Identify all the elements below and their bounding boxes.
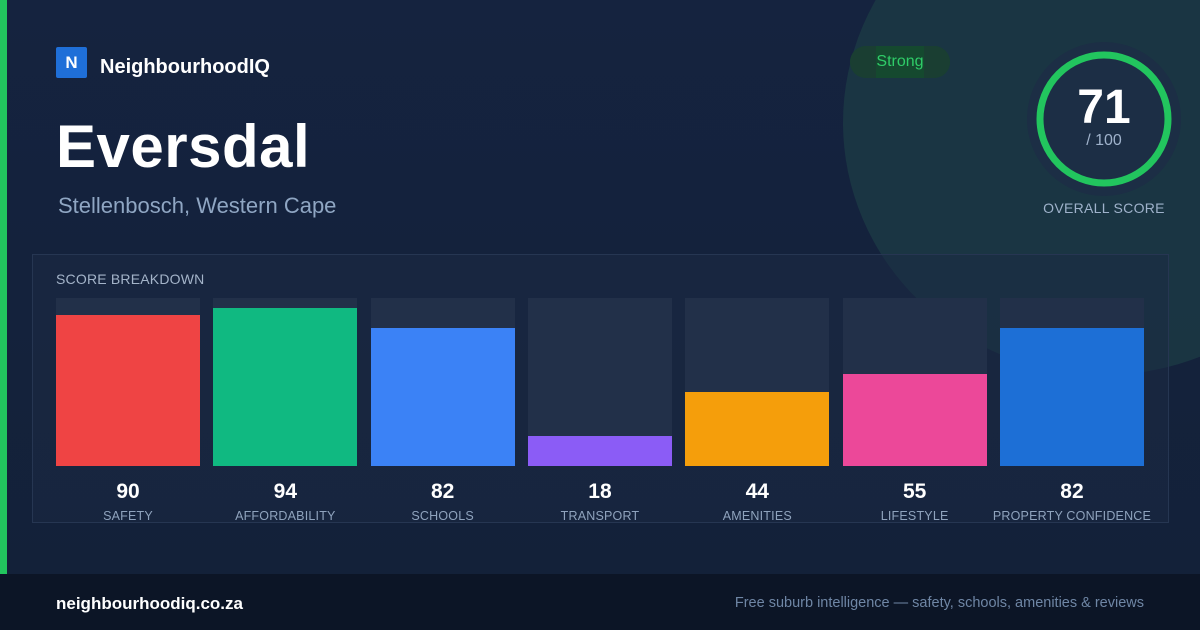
bar-label: AMENITIES [722, 509, 792, 523]
suburb-title: Eversdal [56, 113, 311, 180]
accent-strip [0, 0, 7, 574]
bar-fill [370, 328, 515, 466]
overall-score-label: OVERALL SCORE [1043, 200, 1165, 216]
bar-fill [685, 392, 830, 466]
bar-label: AFFORDABILITY [235, 509, 336, 523]
bar-value: 90 [116, 480, 140, 503]
rating-badge: Strong [850, 46, 950, 78]
overall-score-value: 71 [1077, 81, 1131, 134]
bar-track [842, 298, 987, 466]
footer: neighbourhoodiq.co.za Free suburb intell… [0, 574, 1200, 630]
bar-track [370, 298, 515, 466]
bar-value: 18 [588, 480, 612, 503]
bar-value: 44 [745, 480, 769, 503]
bar-label: SCHOOLS [411, 509, 474, 523]
score-breakdown-title: SCORE BREAKDOWN [56, 271, 205, 287]
bar-label: SAFETY [103, 509, 153, 523]
bar-label: PROPERTY CONFIDENCE [992, 509, 1152, 523]
bar-track [213, 298, 358, 466]
overall-score-denominator: / 100 [1086, 132, 1122, 149]
bar-label: TRANSPORT [560, 509, 640, 523]
bar-fill [56, 315, 200, 466]
share-card: N NeighbourhoodIQ Eversdal Stellenbosch,… [0, 0, 1200, 574]
bar-track [56, 298, 200, 466]
score-ring-backdrop [1027, 42, 1181, 196]
score-ring-arc [1036, 51, 1172, 187]
bar-track [685, 298, 830, 466]
footer-tagline: Free suburb intelligence — safety, schoo… [734, 595, 1144, 611]
brand-name: NeighbourhoodIQ [100, 56, 270, 78]
bar-label: LIFESTYLE [880, 509, 949, 523]
bar-value: 82 [1060, 480, 1084, 503]
brand-logo-icon: N [56, 47, 87, 78]
bar-fill [842, 374, 987, 466]
bar-fill [213, 308, 358, 466]
suburb-location: Stellenbosch, Western Cape [58, 193, 337, 218]
bar-value: 94 [273, 480, 297, 503]
bar-fill [527, 436, 672, 466]
bar-track [527, 298, 672, 466]
bar-value: 82 [430, 480, 455, 503]
bar-track [999, 298, 1144, 466]
overall-score-ring [1027, 42, 1181, 196]
footer-site-link[interactable]: neighbourhoodiq.co.za [56, 594, 243, 613]
bar-value: 55 [902, 480, 927, 503]
bar-fill [999, 328, 1144, 466]
rating-badge-label: Strong [876, 53, 924, 70]
brand[interactable]: N NeighbourhoodIQ [56, 46, 270, 79]
